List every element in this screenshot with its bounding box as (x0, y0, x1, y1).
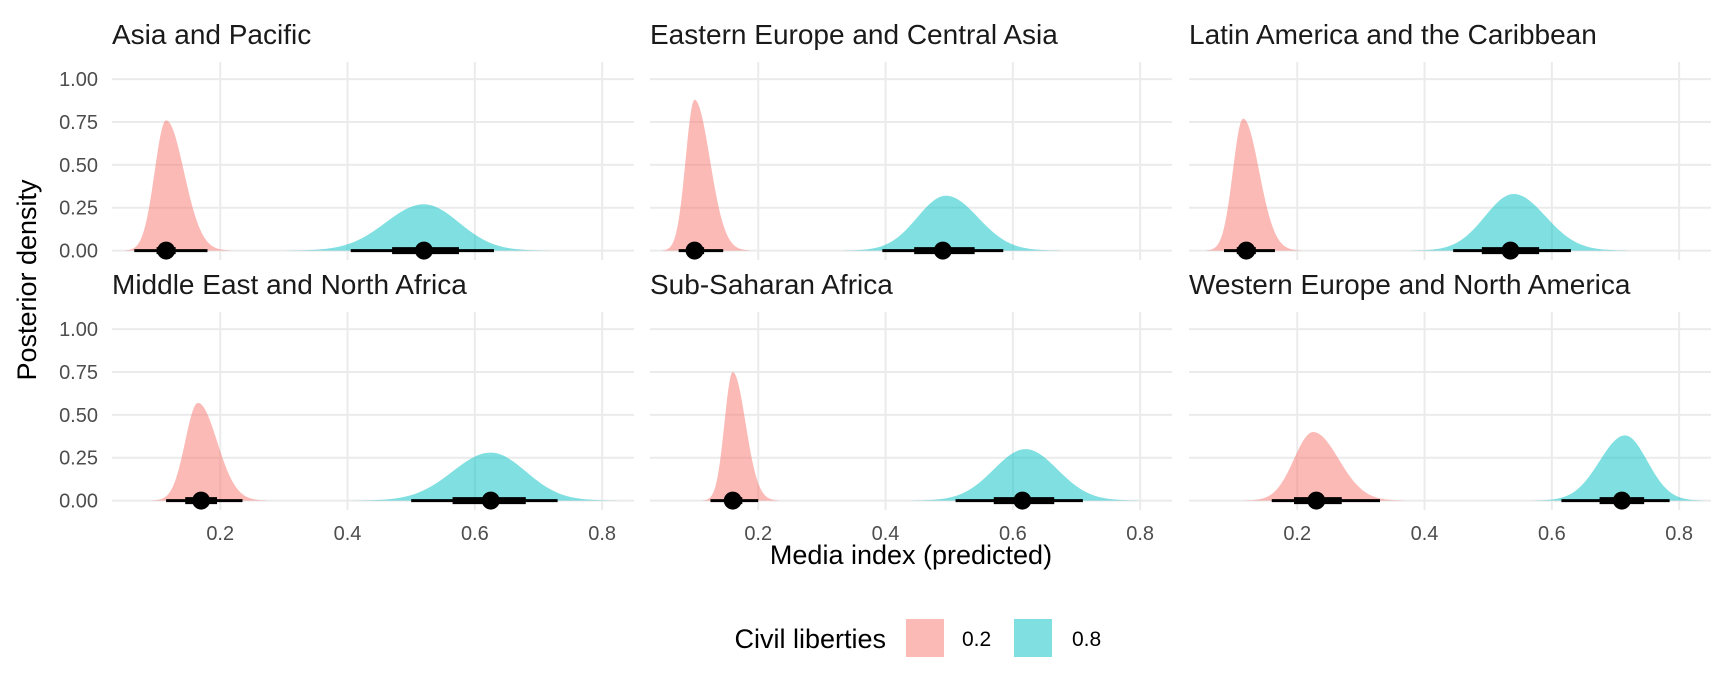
panel-3: Latin America and the Caribbean (1189, 19, 1711, 260)
y-tick-label: 0.75 (59, 362, 98, 384)
x-tick-label: 0.6 (1538, 523, 1566, 545)
x-tick-label: 0.4 (872, 523, 900, 545)
point-estimate-0.8 (414, 241, 433, 260)
legend-label-0.2: 0.2 (962, 628, 991, 651)
panel-title: Latin America and the Caribbean (1189, 19, 1597, 50)
point-estimate-0.8 (1612, 491, 1631, 510)
point-estimate-0.8 (1013, 491, 1032, 510)
density-0.8 (1533, 435, 1706, 501)
panel-title: Sub-Saharan Africa (650, 269, 893, 300)
legend-key-0.8 (1014, 619, 1052, 657)
legend-label-0.8: 0.8 (1072, 628, 1101, 651)
density-0.8 (353, 452, 617, 501)
density-0.2 (702, 372, 779, 501)
x-tick-label: 0.2 (206, 523, 234, 545)
x-tick-label: 0.6 (999, 523, 1027, 545)
y-tick-label: 1.00 (59, 69, 98, 91)
y-tick-label: 1.00 (59, 319, 98, 341)
point-estimate-0.8 (933, 241, 952, 260)
legend: Civil liberties 0.2 0.8 (734, 619, 1101, 657)
y-tick-label: 0.75 (59, 112, 98, 134)
panel-title: Eastern Europe and Central Asia (650, 19, 1058, 50)
panel-title: Western Europe and North America (1189, 269, 1631, 300)
x-tick-label: 0.2 (1283, 523, 1311, 545)
panel-title: Middle East and North Africa (112, 269, 467, 300)
panel-4: Middle East and North Africa 0.00 0.25 0.50… (59, 269, 634, 545)
density-0.8 (1410, 194, 1629, 251)
density-0.2 (124, 120, 231, 251)
density-0.2 (1206, 118, 1301, 251)
point-estimate-0.2 (685, 241, 704, 260)
y-tick-label: 0.25 (59, 198, 98, 220)
density-0.2 (662, 99, 750, 251)
panel-title: Asia and Pacific (112, 19, 311, 50)
density-0.8 (286, 204, 550, 251)
y-tick-label: 0.50 (59, 405, 98, 427)
point-estimate-0.2 (157, 241, 176, 260)
x-tick-label: 0.8 (588, 523, 616, 545)
panel-5: Sub-Saharan Africa 0.2 0.4 0.6 0.8 (650, 269, 1172, 545)
x-tick-label: 0.2 (744, 523, 772, 545)
panel-2: Eastern Europe and Central Asia (650, 19, 1172, 260)
x-tick-label: 0.6 (461, 523, 489, 545)
point-estimate-0.8 (1501, 241, 1520, 260)
point-estimate-0.2 (1237, 241, 1256, 260)
legend-key-0.2 (906, 619, 944, 657)
point-estimate-0.8 (481, 491, 500, 510)
x-tick-label: 0.4 (334, 523, 362, 545)
y-tick-label: 0.00 (59, 241, 98, 263)
point-estimate-0.2 (723, 491, 742, 510)
density-0.8 (842, 195, 1061, 251)
panels-layer: Asia and Pacific 0.00 0.25 0.50 0.75 1.00 East… (59, 19, 1711, 545)
point-estimate-0.2 (192, 491, 211, 510)
legend-title: Civil liberties (734, 624, 886, 654)
x-tick-label: 0.4 (1411, 523, 1439, 545)
point-estimate-0.2 (1307, 491, 1326, 510)
panel-1: Asia and Pacific 0.00 0.25 0.50 0.75 1.00 (59, 19, 634, 263)
panel-6: Western Europe and North America 0.2 0.4 0.… (1189, 269, 1711, 545)
y-tick-label: 0.50 (59, 155, 98, 177)
y-tick-label: 0.25 (59, 448, 98, 470)
density-0.2 (1244, 432, 1405, 501)
x-tick-label: 0.8 (1126, 523, 1154, 545)
y-axis-title: Posterior density (12, 179, 42, 381)
y-tick-label: 0.00 (59, 491, 98, 513)
density-0.8 (911, 449, 1141, 501)
density-0.2 (152, 402, 267, 501)
x-tick-label: 0.8 (1665, 523, 1693, 545)
x-axis-title: Media index (predicted) (770, 540, 1052, 570)
